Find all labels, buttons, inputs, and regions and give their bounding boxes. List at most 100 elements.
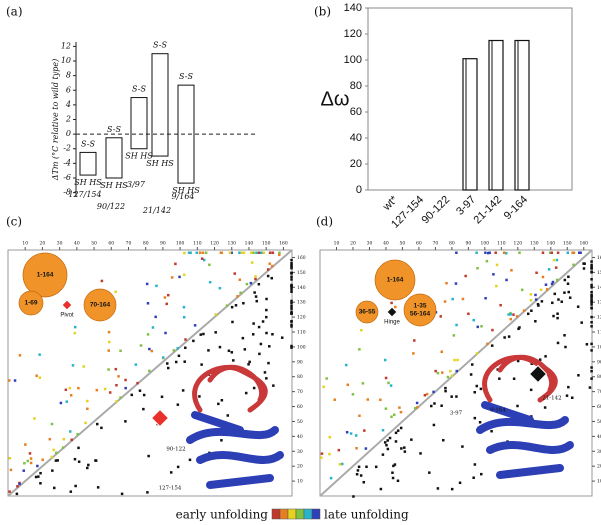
contact-dot [590,286,593,289]
contact-dot [571,251,574,254]
contact-dot [358,414,361,418]
domain-bubble [355,300,379,324]
y-tick-label: 40 [350,132,362,144]
x-tick-label: wt* [380,193,401,214]
contact-dot [68,430,72,433]
contact-dot [166,362,169,365]
map-tick-label: 160 [297,255,306,261]
domain-bubble [83,288,117,322]
contact-dot [516,359,520,363]
contact-dot [384,376,388,380]
contact-dot [187,251,191,254]
contact-dot [290,323,293,327]
contact-dot [270,264,274,268]
contact-dot [590,293,593,297]
bar [488,39,504,191]
contact-dot [233,272,236,275]
contact-dot [385,443,388,447]
contact-dot [386,447,390,451]
contact-dot [396,479,400,483]
contact-dot [160,395,164,399]
contact-dot [214,313,217,316]
contact-dot [33,417,36,420]
contact-dot [73,325,77,329]
contact-dot [41,458,44,462]
contact-dot [139,344,143,347]
map-tick-label: 90 [597,359,601,365]
map-tick-label: 50 [400,241,406,247]
contact-dot [69,490,73,493]
contact-dot [225,304,229,307]
domain-bubble [403,293,437,327]
contact-dot [450,487,454,491]
legend-end: late unfolding [324,508,409,522]
map-tick-label: 100 [481,241,490,247]
y-tick-label: 2 [65,115,71,124]
contact-dot [54,451,58,455]
contact-dot [588,386,592,389]
contact-dot [590,300,593,304]
contact-dot [258,352,261,356]
contact-dot [473,463,477,466]
contact-dot [507,335,511,338]
domain-label: 56-164 [410,311,431,318]
contact-dot [94,459,98,462]
contact-dot [498,377,501,380]
ribbon-blue [476,401,574,479]
contact-dot [374,465,378,469]
contact-dot [450,374,454,377]
contact-dot [356,469,360,472]
contact-dot [270,276,274,280]
contact-dot [393,463,397,466]
marker-label: Hinge [384,320,400,326]
map-tick-label: 30 [597,449,601,455]
contact-dot [240,251,244,254]
y-tick-label: -4 [63,158,71,167]
contact-dot [394,305,397,309]
contact-dot [52,448,55,452]
contact-dot [290,258,293,262]
contact-dot [87,463,90,467]
legend-swatch [311,508,321,520]
contact-dot [491,328,494,332]
contact-dot [265,308,268,312]
contact-dot [272,384,275,387]
map-tick-label: 10 [597,479,601,485]
contact-dot [441,371,444,374]
map-tick-label: 150 [597,270,601,276]
contact-dot [71,364,75,367]
contact-dot [383,441,387,444]
contact-dot [184,346,187,350]
contact-dot [543,406,547,409]
contact-dot [509,317,512,321]
bar-bottom-label: SH HS [172,186,200,195]
contact-dot [476,325,480,329]
contact-dot [271,251,275,254]
contact-dot [250,251,253,254]
contact-dot [268,262,271,265]
contact-dot [178,275,181,279]
contact-dot [86,466,89,470]
contact-dot [440,350,444,354]
map-tick-label: 160 [597,255,601,261]
contact-dot [345,430,349,434]
contact-dot [236,295,239,298]
contact-dot [163,296,167,299]
contact-dot [29,461,33,465]
contact-dot [515,315,519,318]
contact-dot [530,309,533,312]
map-tick-label: 60 [416,241,422,247]
contact-dot [267,361,270,365]
contact-dot [59,401,63,405]
y-tick-label: 12 [61,41,71,50]
contact-dot [449,369,452,373]
contact-dot [341,462,344,466]
map-tick-label: 140 [546,241,555,247]
contact-dot [469,373,473,376]
contact-dot [476,266,479,270]
contact-dot [290,304,293,308]
map-tick-label: 60 [597,404,601,410]
contact-dot [290,275,293,279]
ribbon-blue [186,411,284,489]
contact-dot [484,296,487,300]
